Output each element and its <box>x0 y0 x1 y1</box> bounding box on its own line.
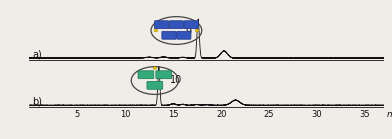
FancyBboxPatch shape <box>184 21 198 29</box>
Text: 10: 10 <box>170 75 182 85</box>
FancyBboxPatch shape <box>162 31 176 39</box>
Text: min: min <box>387 110 392 119</box>
Text: 30: 30 <box>312 110 322 119</box>
FancyBboxPatch shape <box>147 81 163 89</box>
Text: 35: 35 <box>360 110 370 119</box>
Text: 15: 15 <box>168 110 178 119</box>
FancyBboxPatch shape <box>156 71 172 79</box>
Text: 25: 25 <box>264 110 274 119</box>
FancyBboxPatch shape <box>154 21 169 29</box>
FancyBboxPatch shape <box>138 71 154 79</box>
FancyBboxPatch shape <box>169 21 183 29</box>
Text: b): b) <box>32 97 42 107</box>
Text: a): a) <box>32 50 42 60</box>
Text: 5: 5 <box>75 110 80 119</box>
FancyBboxPatch shape <box>177 31 191 39</box>
Ellipse shape <box>195 29 199 32</box>
Ellipse shape <box>153 67 157 70</box>
Ellipse shape <box>154 29 158 32</box>
Text: 9: 9 <box>185 27 192 37</box>
Text: 20: 20 <box>216 110 227 119</box>
Text: 10: 10 <box>120 110 131 119</box>
